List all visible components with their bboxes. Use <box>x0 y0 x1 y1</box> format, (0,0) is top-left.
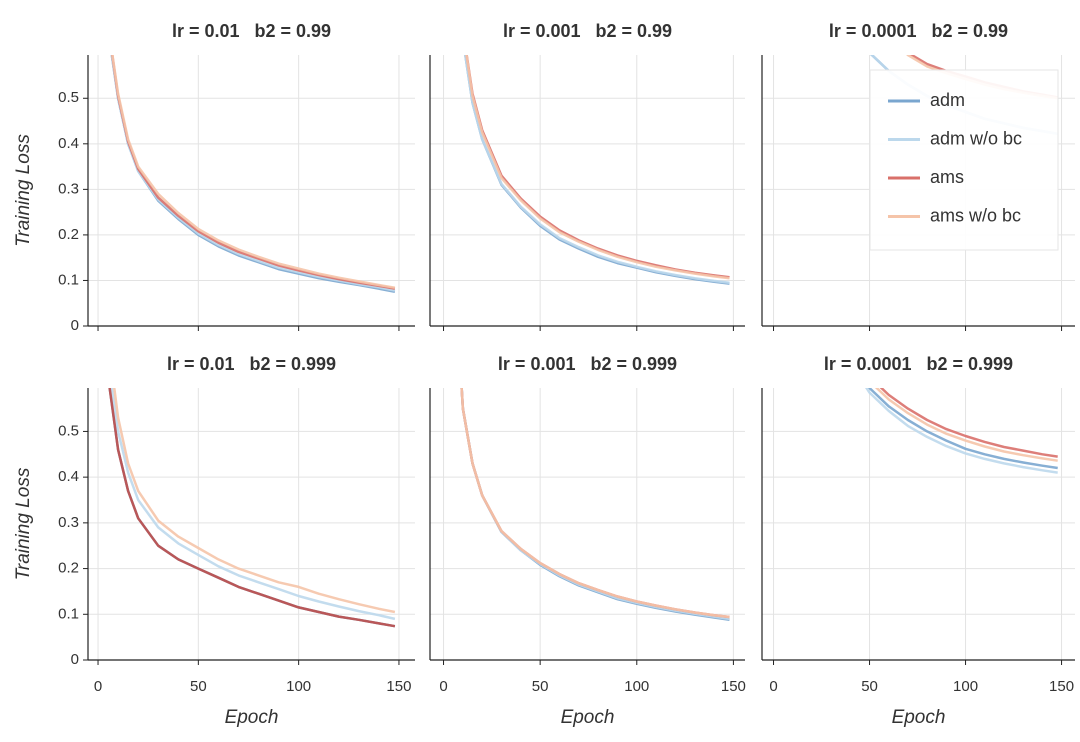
x-tick-label: 100 <box>286 678 311 695</box>
loss-line <box>874 388 1058 462</box>
legend-label: adm <box>930 90 965 110</box>
y-tick-label: 0.5 <box>58 422 79 439</box>
x-tick-label: 0 <box>439 678 447 695</box>
x-tick-label: 150 <box>721 678 746 695</box>
y-tick-label: 0.2 <box>58 560 79 577</box>
x-axis-label: Epoch <box>561 707 615 728</box>
y-tick-label: 0 <box>71 317 79 334</box>
loss-line <box>108 388 396 628</box>
panel-title: lr = 0.01 b2 = 0.99 <box>172 21 331 41</box>
legend-label: ams <box>930 167 964 187</box>
y-tick-label: 0.5 <box>58 89 79 106</box>
x-axis-label: Epoch <box>225 707 279 728</box>
x-tick-label: 0 <box>94 678 102 695</box>
x-tick-label: 50 <box>861 678 878 695</box>
loss-line <box>465 55 730 279</box>
x-axis-label: Epoch <box>892 707 946 728</box>
loss-line <box>460 388 730 619</box>
x-tick-label: 150 <box>1049 678 1074 695</box>
loss-line <box>111 55 396 290</box>
y-tick-label: 0 <box>71 651 79 668</box>
panel-title: lr = 0.001 b2 = 0.999 <box>498 354 677 374</box>
loss-line <box>111 55 396 289</box>
x-tick-label: 150 <box>386 678 411 695</box>
y-axis-label: Training Loss <box>13 467 34 580</box>
x-tick-label: 100 <box>624 678 649 695</box>
panel-title: lr = 0.01 b2 = 0.999 <box>167 354 336 374</box>
loss-line <box>110 388 396 621</box>
loss-line <box>879 388 1058 458</box>
y-tick-label: 0.2 <box>58 226 79 243</box>
legend-label: adm w/o bc <box>930 128 1022 148</box>
y-tick-label: 0.4 <box>58 135 79 152</box>
loss-line <box>113 388 396 614</box>
loss-line <box>110 55 396 292</box>
loss-line <box>460 388 730 619</box>
panel-title: lr = 0.0001 b2 = 0.999 <box>824 354 1013 374</box>
panel-title: lr = 0.001 b2 = 0.99 <box>503 21 672 41</box>
loss-line <box>460 388 730 621</box>
loss-line <box>865 388 1058 474</box>
x-tick-label: 50 <box>190 678 207 695</box>
loss-line <box>464 55 730 285</box>
y-axis-label: Training Loss <box>13 134 34 247</box>
y-tick-label: 0.1 <box>58 271 79 288</box>
y-tick-label: 0.1 <box>58 605 79 622</box>
loss-line <box>108 388 396 628</box>
loss-line <box>464 55 730 284</box>
loss-line <box>868 388 1058 470</box>
x-tick-label: 0 <box>769 678 777 695</box>
x-tick-label: 50 <box>532 678 549 695</box>
loss-line <box>110 55 396 294</box>
y-tick-label: 0.4 <box>58 468 79 485</box>
panel-title: lr = 0.0001 b2 = 0.99 <box>829 21 1008 41</box>
y-tick-label: 0.3 <box>58 514 79 531</box>
loss-line <box>460 388 730 622</box>
legend-label: ams w/o bc <box>930 205 1021 225</box>
x-tick-label: 100 <box>953 678 978 695</box>
y-tick-label: 0.3 <box>58 180 79 197</box>
loss-line <box>465 55 730 280</box>
